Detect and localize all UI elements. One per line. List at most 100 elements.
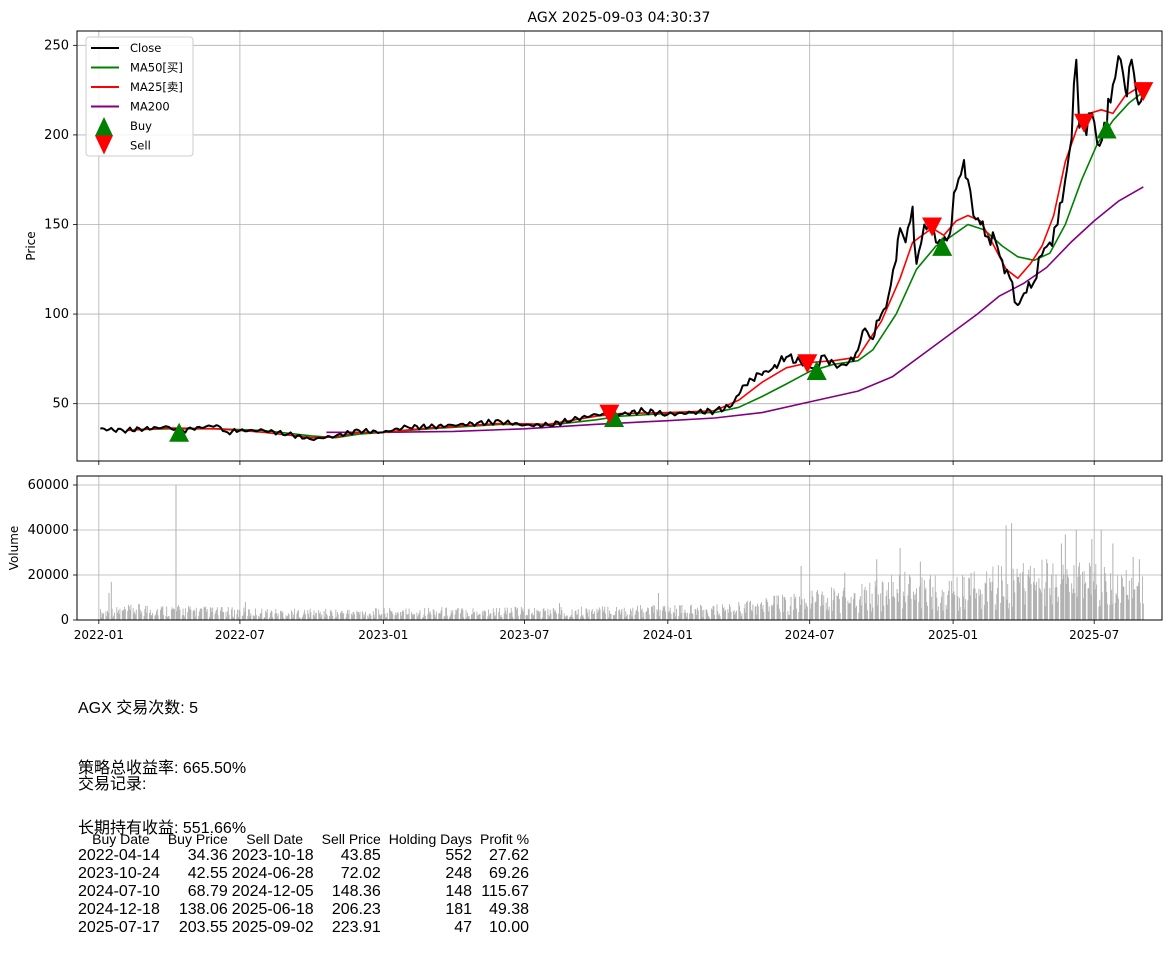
- volume-bar: [571, 609, 573, 620]
- volume-bar: [220, 607, 222, 620]
- volume-bar: [538, 610, 539, 620]
- volume-bar: [1018, 577, 1020, 620]
- volume-bar: [985, 583, 987, 620]
- volume-bar: [369, 613, 371, 620]
- volume-bar: [630, 608, 631, 620]
- volume-bar: [495, 608, 497, 620]
- volume-bar: [700, 606, 702, 620]
- volume-bar: [161, 607, 163, 620]
- volume-bar: [152, 612, 154, 620]
- volume-bar: [111, 608, 113, 620]
- buy-marker: [1096, 119, 1117, 139]
- volume-bar: [350, 613, 352, 620]
- volume-bar: [918, 601, 920, 620]
- volume-bar: [1098, 606, 1100, 620]
- trade-table: Buy Date Buy Price Sell Date Sell Price Hold…: [78, 831, 533, 937]
- volume-bar: [953, 591, 955, 620]
- volume-bar: [315, 612, 317, 620]
- volume-bar: [1117, 575, 1119, 620]
- volume-bar: [336, 616, 338, 620]
- table-cell: 34.36: [187, 847, 228, 864]
- volume-bar: [133, 613, 135, 620]
- volume-bar: [407, 614, 408, 620]
- volume-bar: [588, 609, 590, 620]
- volume-bar: [744, 603, 746, 620]
- volume-bar: [548, 616, 550, 620]
- volume-bar: [623, 607, 625, 620]
- volume-bar: [1029, 577, 1030, 620]
- volume-bar: [1104, 572, 1106, 620]
- volume-bar: [669, 607, 671, 620]
- volume-bar: [1013, 580, 1015, 620]
- volume-bar: [414, 614, 416, 620]
- legend-label: Buy: [130, 119, 152, 133]
- column-header: Profit %: [480, 831, 530, 847]
- volume-bar: [587, 616, 589, 620]
- volume-bar: [509, 613, 511, 620]
- volume-bar: [106, 616, 108, 620]
- volume-bar: [612, 614, 614, 620]
- volume-bar: [962, 575, 963, 620]
- volume-bar: [980, 609, 982, 620]
- volume-bar: [258, 617, 260, 620]
- volume-bar: [979, 595, 981, 620]
- volume-bar: [686, 612, 688, 620]
- volume-bar: [275, 608, 277, 620]
- volume-bar: [155, 614, 157, 620]
- volume-bar: [967, 600, 969, 620]
- volume-bar: [580, 606, 582, 620]
- volume-bar: [968, 577, 970, 620]
- volume-bar: [177, 604, 179, 620]
- sell-marker: [1074, 113, 1095, 133]
- volume-bar: [935, 591, 937, 620]
- volume-bar: [216, 609, 218, 620]
- volume-bar: [899, 548, 901, 620]
- volume-bar: [550, 613, 552, 620]
- volume-bar: [446, 607, 447, 620]
- volume-bar: [319, 612, 321, 620]
- volume-bar: [465, 610, 467, 620]
- volume-bar: [439, 613, 441, 620]
- volume-bar: [368, 617, 370, 620]
- volume-bar: [1142, 603, 1144, 620]
- volume-panel: 2022-01 2022-07 2023-01 2023-07 2024-01 2024-…: [7, 475, 1163, 642]
- volume-bar: [347, 610, 348, 620]
- volume-bar: [708, 616, 710, 620]
- volume-bar: [597, 612, 599, 620]
- volume-bar: [593, 613, 595, 620]
- volume-bar: [156, 608, 158, 620]
- volume-bar: [343, 613, 345, 620]
- volume-bar: [1093, 581, 1094, 620]
- volume-bar: [171, 607, 173, 620]
- volume-bar: [755, 606, 757, 620]
- volume-bar: [423, 614, 425, 620]
- volume-bar: [276, 616, 278, 620]
- volume-bar: [811, 590, 813, 620]
- volume-bar: [462, 610, 464, 620]
- volume-bar: [167, 616, 169, 620]
- volume-bar: [796, 608, 797, 620]
- volume-bar: [378, 609, 380, 620]
- volume-bar: [531, 612, 533, 620]
- volume-bar: [364, 614, 366, 620]
- volume-bar: [834, 591, 836, 620]
- volume-bar: [427, 614, 429, 620]
- volume-bar: [160, 606, 162, 620]
- volume-bar: [691, 612, 693, 620]
- volume-bar: [476, 611, 478, 620]
- volume-bar: [1049, 587, 1051, 620]
- volume-bar: [898, 601, 900, 620]
- volume-bar: [956, 577, 958, 620]
- volume-bar: [402, 609, 404, 620]
- volume-bar: [237, 609, 239, 620]
- volume-bar: [674, 605, 676, 620]
- volume-bar: [1011, 606, 1013, 620]
- volume-bar: [838, 593, 840, 620]
- volume-bar: [527, 609, 529, 620]
- volume-bar: [144, 609, 146, 620]
- volume-bar: [602, 612, 604, 620]
- volume-bar: [1075, 530, 1077, 620]
- volume-bar: [782, 611, 784, 620]
- volume-bar: [123, 610, 125, 620]
- volume-bar: [1023, 588, 1025, 620]
